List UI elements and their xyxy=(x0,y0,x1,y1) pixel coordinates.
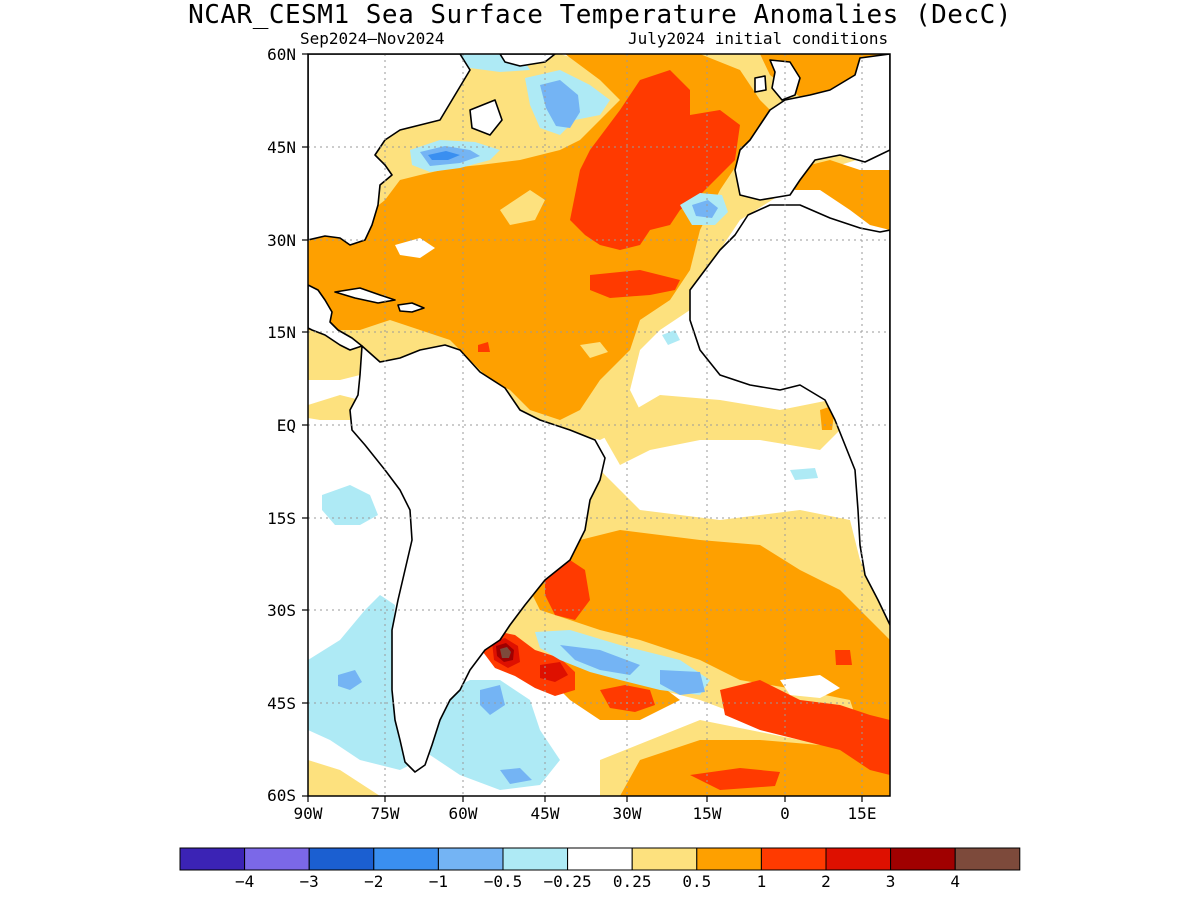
colorbar-swatch xyxy=(437,847,504,871)
map-title: NCAR_CESM1 Sea Surface Temperature Anoma… xyxy=(188,0,1012,30)
colorbar-swatch xyxy=(502,847,569,871)
anomaly-gulf-stream-strong xyxy=(570,70,740,250)
lon-label-0: 0 xyxy=(780,804,790,823)
colorbar-tick-label: 2 xyxy=(821,872,831,891)
lat-label-60n: 60N xyxy=(267,45,296,64)
lat-label-45n: 45N xyxy=(267,138,296,157)
anomaly-southern-strip-weak xyxy=(308,760,380,796)
graticule xyxy=(308,54,890,796)
colorbar xyxy=(179,847,1021,871)
lon-label-60w: 60W xyxy=(448,804,478,823)
colorbar-tick-label: −4 xyxy=(234,872,255,891)
lon-label-90w: 90W xyxy=(293,804,323,823)
colorbar-tick-label: 0.25 xyxy=(612,872,652,891)
colorbar-tick-label: −0.25 xyxy=(543,872,592,891)
colorbar-tick-label: −2 xyxy=(364,872,384,891)
land-south-america xyxy=(349,344,606,773)
anomaly-southeast-pacific-cool xyxy=(322,485,378,525)
anomaly-equatorial-weak xyxy=(600,395,840,465)
lat-label-15n: 15N xyxy=(267,323,296,342)
colorbar-tick-label: 0.5 xyxy=(682,872,712,891)
colorbar-swatch xyxy=(373,847,439,871)
colorbar-swatch xyxy=(631,847,698,871)
axis-ticks xyxy=(302,53,863,802)
lat-label-30s: 30S xyxy=(267,601,296,620)
land-north-america xyxy=(308,54,471,246)
colorbar-swatch xyxy=(825,847,892,871)
lon-label-30w: 30W xyxy=(612,804,642,823)
land-africa xyxy=(689,204,890,626)
forecast-period: Sep2024–Nov2024 xyxy=(300,29,445,48)
colorbar-swatch xyxy=(308,847,375,871)
land-newfoundland xyxy=(469,99,503,136)
land-masses xyxy=(308,54,890,773)
lat-label-60s: 60S xyxy=(267,786,296,805)
colorbar-swatch xyxy=(760,847,827,871)
colorbar-tick-label: 1 xyxy=(756,872,767,891)
colorbar-tick-label: 3 xyxy=(885,872,896,891)
lon-label-75w: 75W xyxy=(370,804,400,823)
land-cuba xyxy=(334,287,396,304)
colorbar-swatch xyxy=(954,847,1021,871)
colorbar-swatch xyxy=(244,847,310,871)
colorbar-tick-label: −3 xyxy=(299,872,319,891)
colorbar-tick-label: −0.5 xyxy=(483,872,523,891)
land-greenland xyxy=(499,54,556,67)
initial-conditions: July2024 initial conditions xyxy=(628,29,889,48)
colorbar-swatch xyxy=(696,847,762,871)
colorbar-tick-label: −1 xyxy=(428,872,449,891)
land-central-america xyxy=(308,284,363,351)
anomaly-south-atlantic-moderate xyxy=(530,530,890,796)
anomaly-argentine-basin-cool xyxy=(420,680,560,790)
lon-label-15w: 15W xyxy=(692,804,722,823)
land-iberia-europe xyxy=(734,54,890,201)
colorbar-tick-label: 4 xyxy=(950,872,960,891)
lat-label-eq: EQ xyxy=(276,416,296,435)
map-area xyxy=(308,54,890,796)
lat-label-45s: 45S xyxy=(267,694,296,713)
lat-label-30n: 30N xyxy=(267,231,296,250)
lat-label-15s: 15S xyxy=(267,509,296,528)
colorbar-swatch xyxy=(179,847,246,871)
lon-label-45w: 45W xyxy=(530,804,560,823)
lon-label-15e: 15E xyxy=(847,804,877,823)
colorbar-swatch xyxy=(890,847,956,871)
colorbar-swatch xyxy=(567,847,633,871)
land-hispaniola xyxy=(397,302,425,313)
anomaly-brazil-current-strong xyxy=(545,560,590,620)
